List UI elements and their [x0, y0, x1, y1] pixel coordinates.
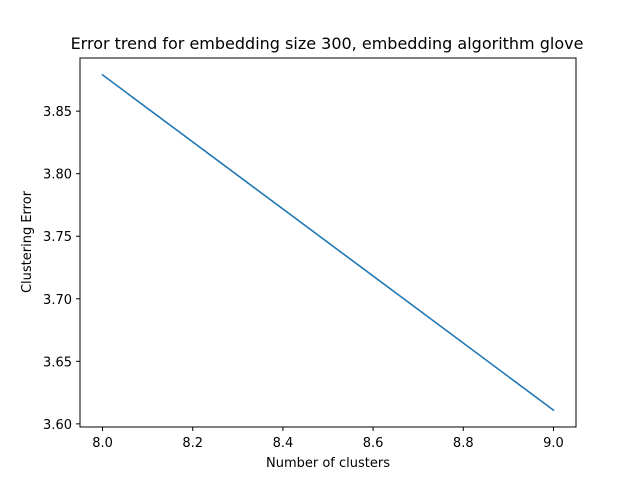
- y-tick-label: 3.65: [43, 355, 72, 370]
- y-tick-label: 3.80: [43, 168, 72, 183]
- x-tick-label: 8.0: [92, 436, 113, 451]
- x-tick-label: 8.6: [363, 436, 384, 451]
- y-axis-label: Clustering Error: [20, 190, 35, 293]
- x-axis-ticks: 8.0 8.2 8.4 8.6 8.8 9.0: [92, 427, 564, 451]
- chart-title: Error trend for embedding size 300, embe…: [71, 34, 584, 53]
- y-tick-label: 3.60: [43, 418, 72, 433]
- y-tick-label: 3.70: [43, 293, 72, 308]
- x-axis-label: Number of clusters: [266, 456, 390, 471]
- x-tick-label: 8.2: [182, 436, 203, 451]
- series-layer: [101, 73, 555, 412]
- y-tick-label: 3.75: [43, 230, 72, 245]
- plot-frame: [79, 57, 577, 428]
- x-tick-label: 8.8: [453, 436, 474, 451]
- x-tick-label: 8.4: [273, 436, 294, 451]
- series-line: [101, 73, 555, 412]
- y-tick-label: 3.85: [43, 105, 72, 120]
- y-axis-ticks: 3.60 3.65 3.70 3.75 3.80 3.85: [43, 105, 80, 433]
- x-tick-label: 9.0: [543, 436, 564, 451]
